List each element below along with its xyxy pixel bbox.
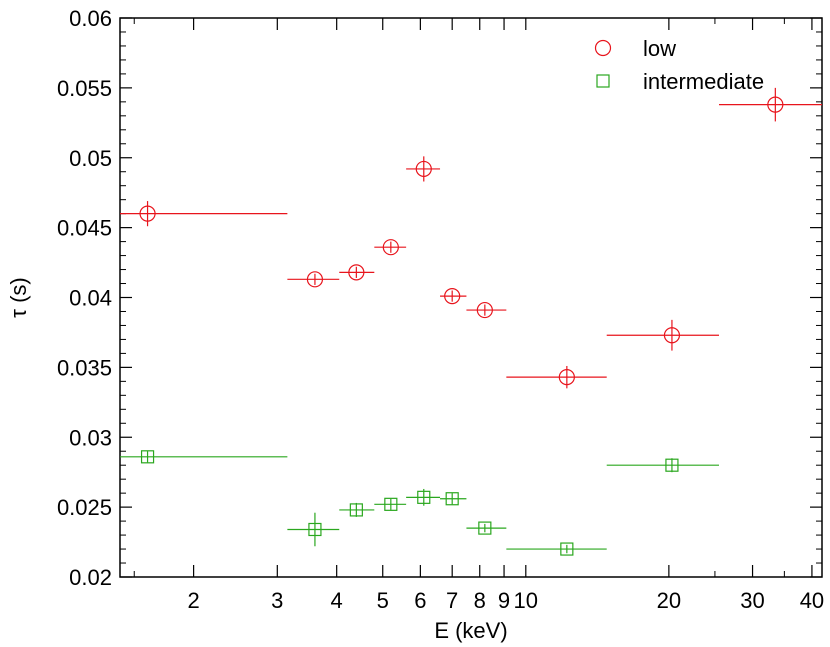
y-tick-label: 0.06 bbox=[69, 6, 112, 31]
data-point-square bbox=[478, 521, 492, 535]
y-tick-label: 0.05 bbox=[69, 146, 112, 171]
y-tick-label: 0.04 bbox=[69, 286, 112, 311]
data-point-circle bbox=[767, 96, 784, 113]
legend: low intermediate bbox=[594, 36, 764, 94]
series-low bbox=[120, 87, 822, 389]
data-point-circle bbox=[139, 205, 156, 222]
data-points bbox=[120, 87, 822, 556]
x-tick-label: 7 bbox=[446, 588, 458, 613]
data-point-circle bbox=[476, 301, 493, 319]
y-axis-label: τ (s) bbox=[6, 277, 31, 317]
y-tick-label: 0.02 bbox=[69, 565, 112, 590]
y-tick-label: 0.055 bbox=[57, 76, 112, 101]
x-tick-label: 6 bbox=[414, 588, 426, 613]
data-point-circle bbox=[663, 327, 681, 344]
x-tick-label: 30 bbox=[740, 588, 764, 613]
data-point-circle bbox=[558, 369, 575, 386]
legend-label-low: low bbox=[643, 36, 676, 61]
data-point-square bbox=[445, 492, 459, 506]
data-point-square bbox=[140, 450, 155, 464]
y-tick-label: 0.03 bbox=[69, 425, 112, 450]
data-point-circle bbox=[382, 239, 399, 256]
data-point-square bbox=[417, 490, 431, 504]
data-point-square bbox=[308, 522, 322, 537]
y-tick-label: 0.035 bbox=[57, 355, 112, 380]
data-point-circle bbox=[306, 271, 324, 288]
x-tick-label: 40 bbox=[800, 588, 824, 613]
y-tick-label: 0.045 bbox=[57, 216, 112, 241]
legend-marker-square bbox=[596, 74, 610, 88]
y-tick-label: 0.025 bbox=[57, 495, 112, 520]
plot-frame bbox=[119, 17, 823, 578]
x-tick-label: 5 bbox=[377, 588, 389, 613]
data-point-square bbox=[665, 458, 679, 472]
tick-marks bbox=[120, 17, 822, 578]
x-tick-labels: 2 3 4 5 6 7 8 9 10 20 30 40 bbox=[187, 588, 824, 613]
data-point-circle bbox=[444, 288, 461, 305]
x-tick-label: 20 bbox=[657, 588, 681, 613]
x-tick-label: 9 bbox=[498, 588, 510, 613]
x-tick-label: 2 bbox=[187, 588, 199, 613]
x-axis-label: E (keV) bbox=[434, 618, 507, 643]
data-point-square bbox=[349, 503, 363, 517]
data-point-circle bbox=[415, 160, 432, 178]
series-intermediate bbox=[120, 450, 720, 556]
data-point-square bbox=[560, 542, 574, 556]
legend-label-intermediate: intermediate bbox=[643, 69, 764, 94]
data-point-square bbox=[384, 497, 398, 511]
x-tick-label: 8 bbox=[474, 588, 486, 613]
x-tick-label: 3 bbox=[271, 588, 283, 613]
x-tick-label: 10 bbox=[514, 588, 538, 613]
legend-marker-circle bbox=[594, 39, 612, 57]
y-tick-labels: 0.02 0.025 0.03 0.035 0.04 0.045 0.05 0.055 0.06 bbox=[57, 6, 112, 590]
data-point-circle bbox=[348, 264, 365, 281]
x-tick-label: 4 bbox=[331, 588, 343, 613]
